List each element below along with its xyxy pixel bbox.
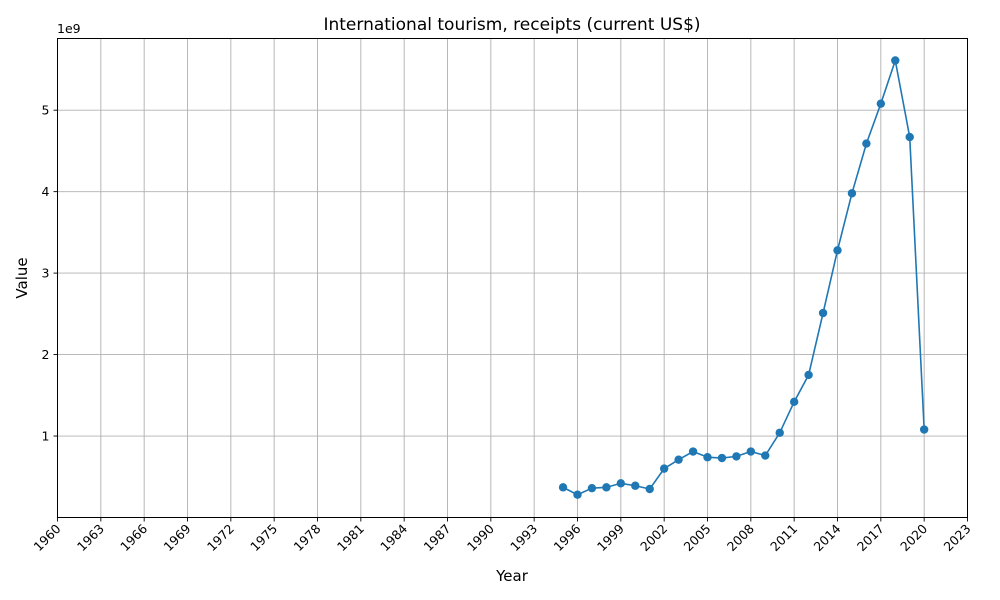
x-tick-label: 2023 (941, 521, 974, 554)
x-tick-label: 1963 (74, 521, 107, 554)
y-tick-label: 3 (42, 266, 50, 281)
x-axis-label: Year (495, 567, 529, 585)
series-layer (558, 56, 929, 499)
data-point (645, 484, 654, 494)
data-point (631, 481, 640, 490)
y-tick-label: 2 (42, 347, 50, 362)
x-tick-label: 1981 (334, 521, 367, 554)
data-point (659, 464, 669, 473)
data-point (775, 428, 784, 437)
tick-layer: 1960 1963 1966 1969 1972 1975 1978 1981 1984 1987… (31, 103, 974, 554)
x-tick-label: 1966 (117, 521, 150, 554)
x-tick-label: 2017 (854, 521, 887, 554)
data-point (717, 453, 727, 463)
data-point (602, 483, 611, 492)
data-point (833, 246, 842, 255)
x-tick-label: 1975 (247, 521, 280, 554)
x-tick-label: 1960 (31, 521, 64, 554)
data-point (905, 132, 914, 142)
x-tick-label: 1984 (377, 521, 410, 554)
data-point (674, 455, 683, 464)
y-tick-label: 4 (42, 184, 50, 199)
data-point (789, 397, 799, 407)
data-point (847, 189, 857, 198)
data-point (876, 99, 886, 108)
data-point (616, 479, 626, 488)
data-point (688, 447, 698, 456)
x-tick-label: 1969 (161, 521, 194, 554)
chart-title: International tourism, receipts (current… (323, 15, 700, 35)
x-tick-label: 2002 (637, 521, 670, 554)
x-tick-label: 1990 (464, 521, 497, 554)
y-tick-label: 1 (42, 429, 50, 444)
data-point (732, 452, 741, 461)
plot-frame (57, 38, 968, 518)
data-point (746, 447, 756, 456)
y-axis-label: Value (13, 257, 31, 298)
grid-layer (57, 38, 968, 518)
x-tick-label: 1978 (291, 521, 324, 554)
data-point (862, 139, 871, 148)
x-tick-label: 2008 (724, 521, 757, 554)
x-tick-label: 1996 (551, 521, 584, 554)
data-point (587, 483, 597, 493)
data-point (818, 308, 828, 318)
x-tick-label: 1993 (507, 521, 540, 554)
data-point (558, 483, 568, 492)
data-point (703, 453, 712, 462)
data-point (891, 56, 900, 65)
series-line (562, 57, 925, 496)
x-tick-label: 1972 (204, 521, 237, 554)
data-point (573, 490, 582, 499)
x-tick-label: 2011 (767, 521, 800, 554)
x-tick-label: 2020 (897, 521, 930, 554)
x-tick-label: 2014 (811, 521, 844, 554)
y-offset-label: 1e9 (57, 21, 81, 36)
data-point (919, 425, 929, 434)
x-tick-label: 2005 (681, 521, 714, 554)
x-tick-label: 1987 (421, 521, 454, 554)
x-tick-label: 1999 (594, 521, 627, 554)
data-point (761, 451, 770, 460)
y-tick-label: 5 (42, 103, 50, 118)
data-point (804, 370, 813, 380)
